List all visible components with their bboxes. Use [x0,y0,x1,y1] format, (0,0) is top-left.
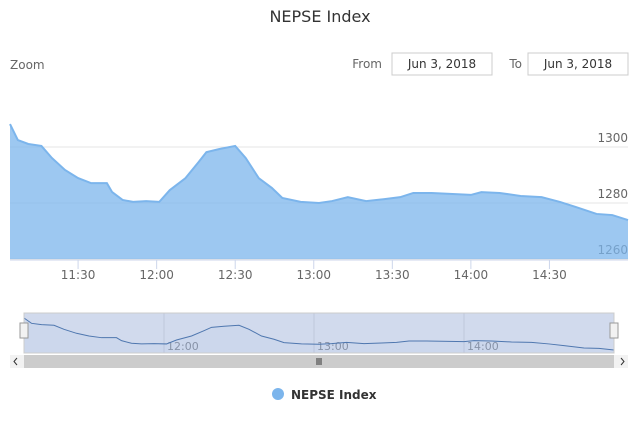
from-input[interactable] [391,52,493,76]
zoom-label: Zoom [10,58,45,72]
navigator-mask[interactable] [23,312,615,354]
navigator-area [24,318,614,353]
to-value[interactable]: Jun 3, 2018 [543,57,612,71]
x-tick-label: 14:30 [532,268,567,282]
x-tick-label: 11:30 [61,268,96,282]
x-tick-label: 13:00 [296,268,331,282]
y-tick-label: 1300 [597,131,628,145]
y-tick-label: 1280 [597,187,628,201]
x-tick-label: 12:30 [218,268,253,282]
navigator-handle[interactable] [609,322,619,339]
from-label: From [352,57,382,71]
navigator-tick-label: 12:00 [167,340,199,353]
x-tick-label: 13:30 [375,268,410,282]
x-tick-label: 12:00 [139,268,174,282]
scrollbar-icons [13,357,625,366]
to-input[interactable] [527,52,629,76]
navigator-tick-label: 14:00 [467,340,499,353]
legend-label[interactable]: NEPSE Index [291,388,377,402]
chart-title: NEPSE Index [269,7,370,26]
navigator-handle[interactable] [19,322,29,339]
from-value[interactable]: Jun 3, 2018 [407,57,476,71]
line [9,123,629,222]
legend-symbol [272,388,284,400]
navigator-line [23,317,615,351]
x-tick-label: 14:00 [454,268,489,282]
to-label: To [508,57,522,71]
area [10,124,628,259]
